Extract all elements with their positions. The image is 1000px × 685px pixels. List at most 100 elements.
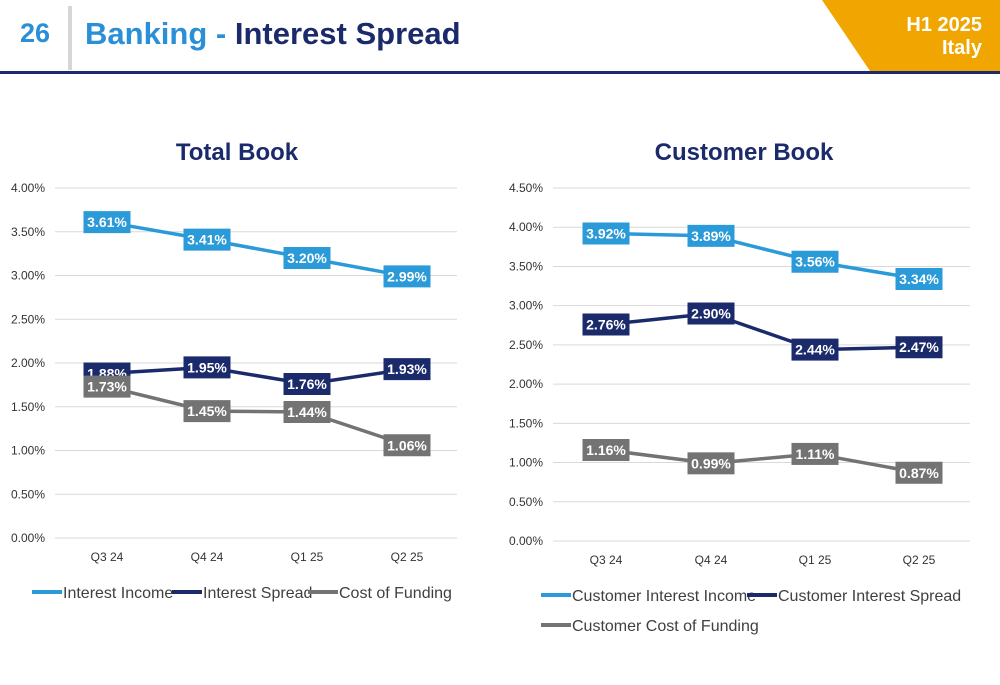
data-label-box (183, 400, 231, 423)
y-tick-label: 2.00% (11, 356, 45, 370)
data-label-box (791, 442, 839, 465)
data-label-box (687, 302, 735, 325)
header-rule (0, 71, 1000, 74)
period-badge (822, 0, 1000, 74)
data-label-box (687, 452, 735, 475)
data-label: 3.56% (795, 254, 835, 270)
legend-entry: Customer Interest Income (572, 588, 756, 605)
data-label-box (183, 228, 231, 251)
header-bar: 26 Banking - Interest Spread H1 2025 Ita… (0, 0, 1000, 74)
region-label: Italy (941, 37, 982, 59)
data-label: 2.76% (586, 316, 626, 332)
data-label-box (383, 358, 431, 381)
y-tick-label: 3.00% (509, 299, 543, 313)
x-tick-label: Q1 25 (291, 550, 324, 564)
data-label: 1.44% (287, 404, 327, 420)
y-tick-label: 0.00% (11, 531, 45, 545)
y-tick-label: 0.50% (509, 495, 543, 509)
header-divider (68, 6, 72, 70)
page-title: Banking - Interest Spread (85, 16, 461, 52)
data-label-box (895, 461, 943, 484)
y-tick-label: 0.00% (509, 534, 543, 548)
period-label: H1 2025 (906, 14, 982, 36)
y-tick-label: 2.00% (509, 377, 543, 391)
x-tick-label: Q3 24 (590, 553, 623, 567)
data-label: 2.99% (387, 268, 427, 284)
series-line (605, 311, 920, 352)
series-line (106, 220, 408, 279)
data-label: 3.41% (187, 232, 227, 248)
data-label: 3.34% (899, 271, 939, 287)
y-tick-label: 4.00% (11, 181, 45, 195)
y-tick-label: 3.50% (11, 225, 45, 239)
data-label: 2.44% (795, 342, 835, 358)
data-label: 1.73% (87, 379, 127, 395)
legend-entry: Cost of Funding (339, 585, 452, 602)
series-line (605, 231, 920, 281)
data-label-box (183, 356, 231, 379)
data-label-box (582, 222, 630, 245)
y-tick-label: 1.50% (11, 400, 45, 414)
data-label-box (895, 336, 943, 359)
data-label-box (582, 313, 630, 336)
data-label: 0.87% (899, 465, 939, 481)
data-label: 1.06% (387, 437, 427, 453)
data-label: 3.89% (691, 228, 731, 244)
data-label: 2.47% (899, 339, 939, 355)
y-tick-label: 2.50% (11, 312, 45, 326)
series-line (605, 448, 920, 475)
y-tick-label: 1.50% (509, 416, 543, 430)
legend-entry: Interest Income (63, 585, 173, 602)
legend-entry: Customer Interest Spread (778, 588, 961, 605)
data-label: 1.76% (287, 376, 327, 392)
x-tick-label: Q1 25 (799, 553, 832, 567)
data-label-box (283, 373, 331, 395)
data-label-box (791, 338, 839, 361)
data-label-box (383, 434, 431, 457)
y-tick-label: 0.50% (11, 487, 45, 501)
series-line (106, 365, 408, 386)
data-label: 3.61% (87, 214, 127, 230)
data-label-box (687, 224, 735, 247)
title-separator: - (215, 16, 227, 51)
legend-entry: Interest Spread (203, 585, 312, 602)
data-label: 1.16% (586, 442, 626, 458)
x-tick-label: Q4 24 (695, 553, 728, 567)
data-label-box (83, 375, 131, 398)
y-tick-label: 3.00% (11, 269, 45, 283)
data-label: 1.93% (387, 361, 427, 377)
y-tick-label: 3.50% (509, 259, 543, 273)
chart-title-customer-book: Customer Book (654, 139, 834, 166)
data-label-box (383, 265, 431, 288)
series-line (106, 384, 408, 447)
data-label: 3.92% (586, 225, 626, 241)
data-label: 0.99% (691, 455, 731, 471)
x-tick-label: Q3 24 (91, 550, 124, 564)
page-number: 26 (20, 18, 51, 48)
data-label: 2.90% (691, 306, 731, 322)
x-tick-label: Q4 24 (191, 550, 224, 564)
chart-title-total-book: Total Book (175, 139, 299, 166)
legend-entry: Customer Cost of Funding (572, 618, 759, 635)
data-label-box (791, 250, 839, 273)
data-label-box (582, 439, 630, 462)
data-label-box (83, 211, 131, 234)
data-label-box (283, 401, 331, 423)
title-topic: Interest Spread (234, 16, 461, 51)
data-label-box (895, 267, 943, 290)
y-tick-label: 1.00% (509, 456, 543, 470)
data-label-box (283, 247, 331, 269)
title-section: Banking (85, 16, 208, 51)
x-tick-label: Q2 25 (903, 553, 936, 567)
y-tick-label: 4.00% (509, 220, 543, 234)
period-badge-text: H1 2025 Italy (906, 14, 982, 60)
y-tick-label: 1.00% (11, 444, 45, 458)
data-label: 1.45% (187, 403, 227, 419)
data-label: 1.11% (796, 446, 835, 462)
y-tick-label: 2.50% (509, 338, 543, 352)
data-label: 1.95% (187, 359, 227, 375)
x-tick-label: Q2 25 (391, 550, 424, 564)
data-label: 3.20% (287, 250, 327, 266)
y-tick-label: 4.50% (509, 181, 543, 195)
